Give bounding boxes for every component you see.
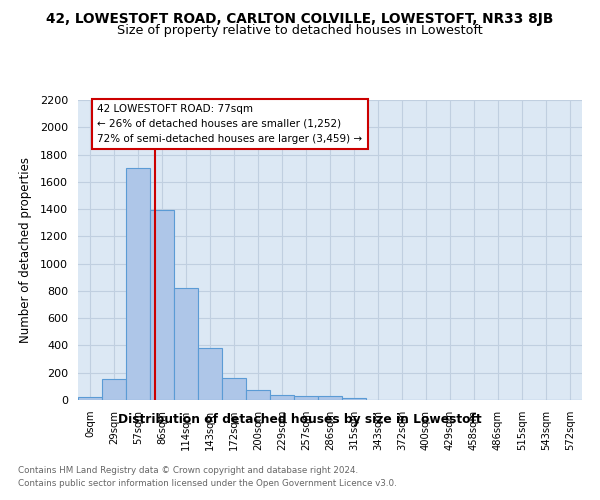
Text: Distribution of detached houses by size in Lowestoft: Distribution of detached houses by size … — [118, 412, 482, 426]
Text: 42 LOWESTOFT ROAD: 77sqm
← 26% of detached houses are smaller (1,252)
72% of sem: 42 LOWESTOFT ROAD: 77sqm ← 26% of detach… — [97, 104, 362, 144]
Text: Size of property relative to detached houses in Lowestoft: Size of property relative to detached ho… — [117, 24, 483, 37]
Bar — [174, 288, 198, 400]
Bar — [102, 379, 126, 400]
Bar — [294, 396, 318, 400]
Bar — [126, 168, 150, 400]
Text: 42, LOWESTOFT ROAD, CARLTON COLVILLE, LOWESTOFT, NR33 8JB: 42, LOWESTOFT ROAD, CARLTON COLVILLE, LO… — [46, 12, 554, 26]
Bar — [198, 348, 222, 400]
Bar — [78, 398, 102, 400]
Bar — [150, 210, 174, 400]
Bar — [318, 396, 342, 400]
Bar — [222, 378, 246, 400]
Bar — [270, 395, 294, 400]
Text: Contains public sector information licensed under the Open Government Licence v3: Contains public sector information licen… — [18, 479, 397, 488]
Bar — [246, 390, 270, 400]
Y-axis label: Number of detached properties: Number of detached properties — [19, 157, 32, 343]
Text: Contains HM Land Registry data © Crown copyright and database right 2024.: Contains HM Land Registry data © Crown c… — [18, 466, 358, 475]
Bar — [342, 398, 366, 400]
